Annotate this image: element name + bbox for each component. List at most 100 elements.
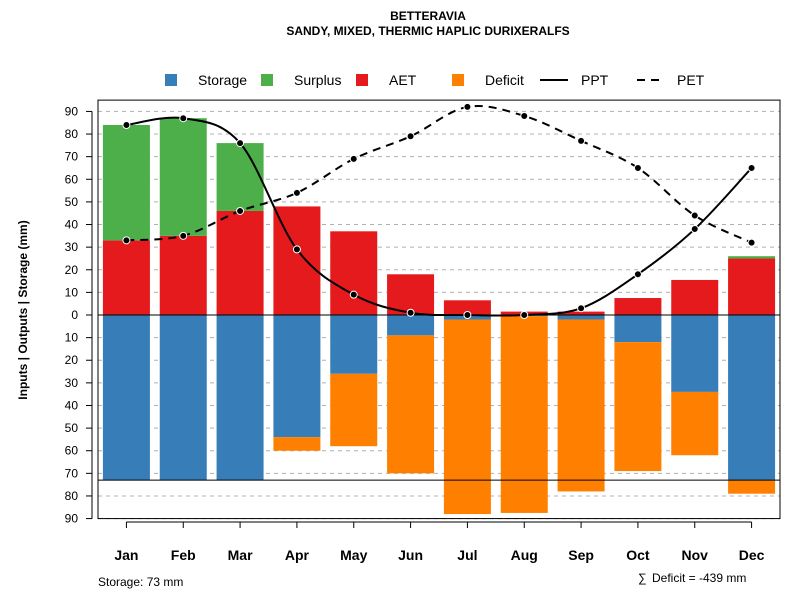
pet-point: [406, 132, 415, 141]
y-tick-label: 50: [65, 421, 79, 435]
pet-point: [122, 236, 131, 245]
x-tick-label: Aug: [511, 547, 538, 563]
bar-deficit: [387, 335, 435, 474]
y-tick-label: 60: [65, 172, 79, 186]
bar-deficit: [557, 319, 605, 492]
x-tick-label: Jun: [398, 547, 423, 563]
legend-label-surplus: Surplus: [294, 72, 341, 88]
bar-storage: [614, 315, 662, 343]
y-tick-label: 60: [65, 444, 79, 458]
ppt-point: [747, 163, 756, 172]
ppt-point: [463, 311, 472, 319]
deficit-footnote: Deficit = -439 mm: [652, 571, 746, 585]
pet-point: [520, 111, 529, 120]
y-tick-label: 80: [65, 489, 79, 503]
pet-point: [747, 238, 756, 247]
bar-aet: [159, 235, 207, 315]
x-tick-label: Jan: [114, 547, 138, 563]
bar-aet: [443, 300, 491, 315]
y-tick-label: 30: [65, 240, 79, 254]
pet-point: [292, 188, 301, 197]
bar-storage: [330, 315, 378, 374]
legend-swatch-deficit: [452, 74, 464, 86]
x-tick-label: Dec: [739, 547, 765, 563]
y-tick-label: 20: [65, 263, 79, 277]
axes: 90 80 70 60 50 40 30 20 10 0 10 20 30 40 50 60 70 80 90 Jan…: [65, 99, 781, 563]
bar-storage: [273, 315, 321, 438]
y-tick-label: 20: [65, 353, 79, 367]
pet-point: [690, 211, 699, 220]
y-tick-label: 0: [71, 308, 78, 322]
pet-point: [349, 154, 358, 163]
bar-deficit: [330, 373, 378, 447]
y-tick-label: 10: [65, 285, 79, 299]
y-axis-label: Inputs | Outputs | Storage (mm): [16, 220, 30, 399]
chart-title: BETTERAVIA: [390, 9, 466, 23]
legend-swatch-storage: [165, 74, 177, 86]
bar-surplus: [102, 124, 150, 241]
bar-aet: [216, 210, 264, 315]
legend-label-ppt: PPT: [581, 72, 609, 88]
bar-storage: [557, 315, 605, 320]
bar-aet: [102, 240, 150, 315]
legend-label-deficit: Deficit: [485, 72, 524, 88]
legend: Storage Surplus AET Deficit PPT PET: [165, 72, 705, 88]
y-tick-label: 90: [65, 512, 79, 526]
pet-point: [633, 163, 642, 172]
legend-label-storage: Storage: [198, 72, 247, 88]
x-tick-label: Sep: [568, 547, 594, 563]
bar-storage: [102, 315, 150, 481]
y-tick-label: 40: [65, 398, 79, 412]
legend-swatch-surplus: [261, 74, 273, 86]
legend-swatch-aet: [356, 74, 368, 86]
pet-point: [463, 102, 472, 111]
y-tick-label: 70: [65, 150, 79, 164]
bar-storage: [216, 315, 264, 481]
bar-surplus: [159, 118, 207, 236]
series-lines: [122, 102, 756, 319]
x-tick-label: Apr: [285, 547, 310, 563]
x-tick-label: Oct: [626, 547, 650, 563]
legend-label-aet: AET: [389, 72, 417, 88]
pet-point: [179, 231, 188, 240]
y-tick-label: 70: [65, 466, 79, 480]
sum-icon: ∑: [638, 571, 647, 585]
ppt-point: [349, 290, 358, 299]
bar-surplus: [728, 256, 776, 259]
bar-aet: [728, 258, 776, 315]
y-tick-label: 80: [65, 127, 79, 141]
ppt-point: [292, 245, 301, 254]
bar-storage: [159, 315, 207, 481]
bar-deficit: [614, 342, 662, 472]
bar-aet: [387, 274, 435, 315]
y-tick-label: 90: [65, 104, 79, 118]
x-tick-label: Nov: [682, 547, 709, 563]
storage-footnote: Storage: 73 mm: [98, 575, 183, 589]
ppt-point: [520, 311, 529, 319]
bar-deficit: [273, 437, 321, 451]
ppt-point: [122, 120, 131, 129]
x-tick-label: Feb: [171, 547, 196, 563]
x-tick-label: Jul: [457, 547, 477, 563]
ppt-point: [236, 139, 245, 148]
ppt-point: [179, 114, 188, 123]
bar-storage: [728, 315, 776, 481]
bar-aet: [273, 206, 321, 315]
legend-label-pet: PET: [677, 72, 705, 88]
x-tick-label: Mar: [228, 547, 253, 563]
ppt-point: [577, 304, 586, 313]
plot-frame: [97, 99, 781, 520]
bar-storage: [387, 315, 435, 336]
ppt-point: [633, 270, 642, 279]
bar-aet: [557, 311, 605, 315]
pet-point: [577, 136, 586, 145]
x-tick-label: May: [340, 547, 367, 563]
bar-deficit: [500, 316, 548, 513]
y-tick-label: 30: [65, 376, 79, 390]
ppt-point: [690, 225, 699, 234]
bar-aet: [614, 298, 662, 315]
bars: [97, 118, 781, 515]
y-tick-label: 50: [65, 195, 79, 209]
ppt-point: [406, 308, 415, 317]
